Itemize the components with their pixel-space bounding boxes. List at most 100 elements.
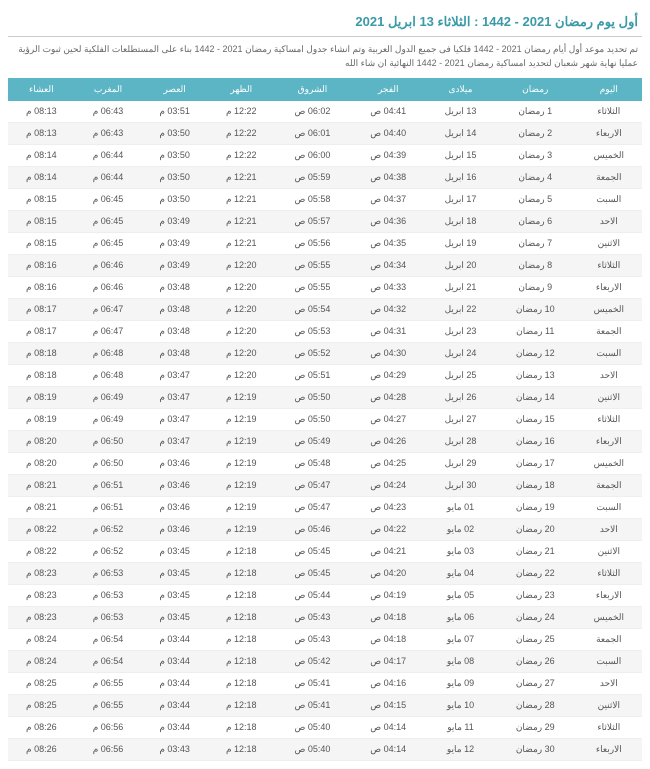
table-cell: 08:18 م	[8, 365, 75, 387]
table-cell: 05:57 ص	[275, 211, 351, 233]
table-cell: 08:21 م	[8, 497, 75, 519]
table-row: الثلاثاء15 رمضان27 ابريل04:27 ص05:50 ص12…	[8, 409, 642, 431]
table-cell: الاحد	[576, 365, 642, 387]
table-cell: 05:51 ص	[275, 365, 351, 387]
table-cell: 08:17 م	[8, 321, 75, 343]
table-cell: الاربعاء	[576, 431, 642, 453]
table-cell: 15 ابريل	[426, 145, 495, 167]
table-cell: 06:47 م	[75, 321, 142, 343]
table-cell: 21 ابريل	[426, 277, 495, 299]
table-cell: 28 ابريل	[426, 431, 495, 453]
table-cell: 03:47 م	[141, 409, 208, 431]
table-cell: 12:18 م	[208, 563, 275, 585]
table-row: الخميس17 رمضان29 ابريل04:25 ص05:48 ص12:1…	[8, 453, 642, 475]
table-cell: 22 رمضان	[495, 563, 576, 585]
table-row: الخميس24 رمضان06 مايو04:18 ص05:43 ص12:18…	[8, 607, 642, 629]
table-cell: 03:45 م	[141, 585, 208, 607]
table-cell: 02 مايو	[426, 519, 495, 541]
column-header: رمضان	[495, 78, 576, 101]
table-cell: 04:34 ص	[350, 255, 426, 277]
table-cell: 19 ابريل	[426, 233, 495, 255]
table-cell: 12:20 م	[208, 343, 275, 365]
table-cell: 05:44 ص	[275, 585, 351, 607]
table-cell: 05:46 ص	[275, 519, 351, 541]
table-cell: 06:54 م	[75, 651, 142, 673]
table-cell: الاربعاء	[576, 123, 642, 145]
table-cell: 12:21 م	[208, 233, 275, 255]
table-cell: 08:24 م	[8, 651, 75, 673]
table-cell: 05:50 ص	[275, 387, 351, 409]
table-cell: 05:41 ص	[275, 673, 351, 695]
table-cell: 13 ابريل	[426, 101, 495, 123]
table-cell: 08:26 م	[8, 717, 75, 739]
table-cell: 08:15 م	[8, 233, 75, 255]
table-row: السبت19 رمضان01 مايو04:23 ص05:47 ص12:19 …	[8, 497, 642, 519]
table-cell: 20 رمضان	[495, 519, 576, 541]
table-cell: 12:19 م	[208, 519, 275, 541]
table-cell: 05:47 ص	[275, 497, 351, 519]
table-cell: 8 رمضان	[495, 255, 576, 277]
table-cell: 06 مايو	[426, 607, 495, 629]
table-row: السبت12 رمضان24 ابريل04:30 ص05:52 ص12:20…	[8, 343, 642, 365]
table-cell: 04:35 ص	[350, 233, 426, 255]
table-cell: 06:53 م	[75, 563, 142, 585]
table-cell: الاحد	[576, 211, 642, 233]
table-row: الاحد6 رمضان18 ابريل04:36 ص05:57 ص12:21 …	[8, 211, 642, 233]
table-cell: 04:22 ص	[350, 519, 426, 541]
table-cell: 12:20 م	[208, 365, 275, 387]
table-row: السبت5 رمضان17 ابريل04:37 ص05:58 ص12:21 …	[8, 189, 642, 211]
table-cell: 03:49 م	[141, 233, 208, 255]
table-cell: 04:24 ص	[350, 475, 426, 497]
table-cell: 03:44 م	[141, 673, 208, 695]
table-cell: 04:14 ص	[350, 739, 426, 761]
table-cell: 12 رمضان	[495, 343, 576, 365]
table-cell: 12:18 م	[208, 673, 275, 695]
table-cell: 08:16 م	[8, 277, 75, 299]
table-cell: 06:50 م	[75, 431, 142, 453]
table-cell: 03:45 م	[141, 563, 208, 585]
table-cell: 06:01 ص	[275, 123, 351, 145]
table-cell: 26 رمضان	[495, 651, 576, 673]
table-cell: 06:44 م	[75, 145, 142, 167]
table-cell: 04:20 ص	[350, 563, 426, 585]
table-cell: 05:55 ص	[275, 277, 351, 299]
table-cell: 06:48 م	[75, 343, 142, 365]
table-cell: 04:41 ص	[350, 101, 426, 123]
table-cell: 03:49 م	[141, 255, 208, 277]
column-header: العشاء	[8, 78, 75, 101]
table-cell: 05:58 ص	[275, 189, 351, 211]
table-cell: 06:44 م	[75, 167, 142, 189]
table-cell: 23 رمضان	[495, 585, 576, 607]
table-cell: 08:26 م	[8, 739, 75, 761]
table-row: الاربعاء16 رمضان28 ابريل04:26 ص05:49 ص12…	[8, 431, 642, 453]
table-cell: 23 ابريل	[426, 321, 495, 343]
table-cell: 03:46 م	[141, 475, 208, 497]
table-row: الاربعاء23 رمضان05 مايو04:19 ص05:44 ص12:…	[8, 585, 642, 607]
table-cell: 05:53 ص	[275, 321, 351, 343]
table-cell: 06:48 م	[75, 365, 142, 387]
table-cell: 12:22 م	[208, 123, 275, 145]
table-cell: 06:50 م	[75, 453, 142, 475]
table-cell: 15 رمضان	[495, 409, 576, 431]
table-cell: 1 رمضان	[495, 101, 576, 123]
table-cell: 08:22 م	[8, 541, 75, 563]
table-cell: 20 ابريل	[426, 255, 495, 277]
table-cell: 06:46 م	[75, 277, 142, 299]
table-cell: 12:19 م	[208, 497, 275, 519]
table-cell: 04:29 ص	[350, 365, 426, 387]
table-cell: 04:25 ص	[350, 453, 426, 475]
table-cell: 06:55 م	[75, 695, 142, 717]
table-cell: 08:18 م	[8, 343, 75, 365]
table-cell: الخميس	[576, 453, 642, 475]
table-cell: 4 رمضان	[495, 167, 576, 189]
table-cell: 04:28 ص	[350, 387, 426, 409]
table-cell: 05:45 ص	[275, 563, 351, 585]
table-cell: 12:18 م	[208, 717, 275, 739]
table-cell: 17 رمضان	[495, 453, 576, 475]
table-cell: 06:43 م	[75, 101, 142, 123]
table-cell: 06:52 م	[75, 541, 142, 563]
table-row: الاربعاء9 رمضان21 ابريل04:33 ص05:55 ص12:…	[8, 277, 642, 299]
table-cell: 03:51 م	[141, 101, 208, 123]
table-cell: 29 رمضان	[495, 717, 576, 739]
table-cell: 03 مايو	[426, 541, 495, 563]
